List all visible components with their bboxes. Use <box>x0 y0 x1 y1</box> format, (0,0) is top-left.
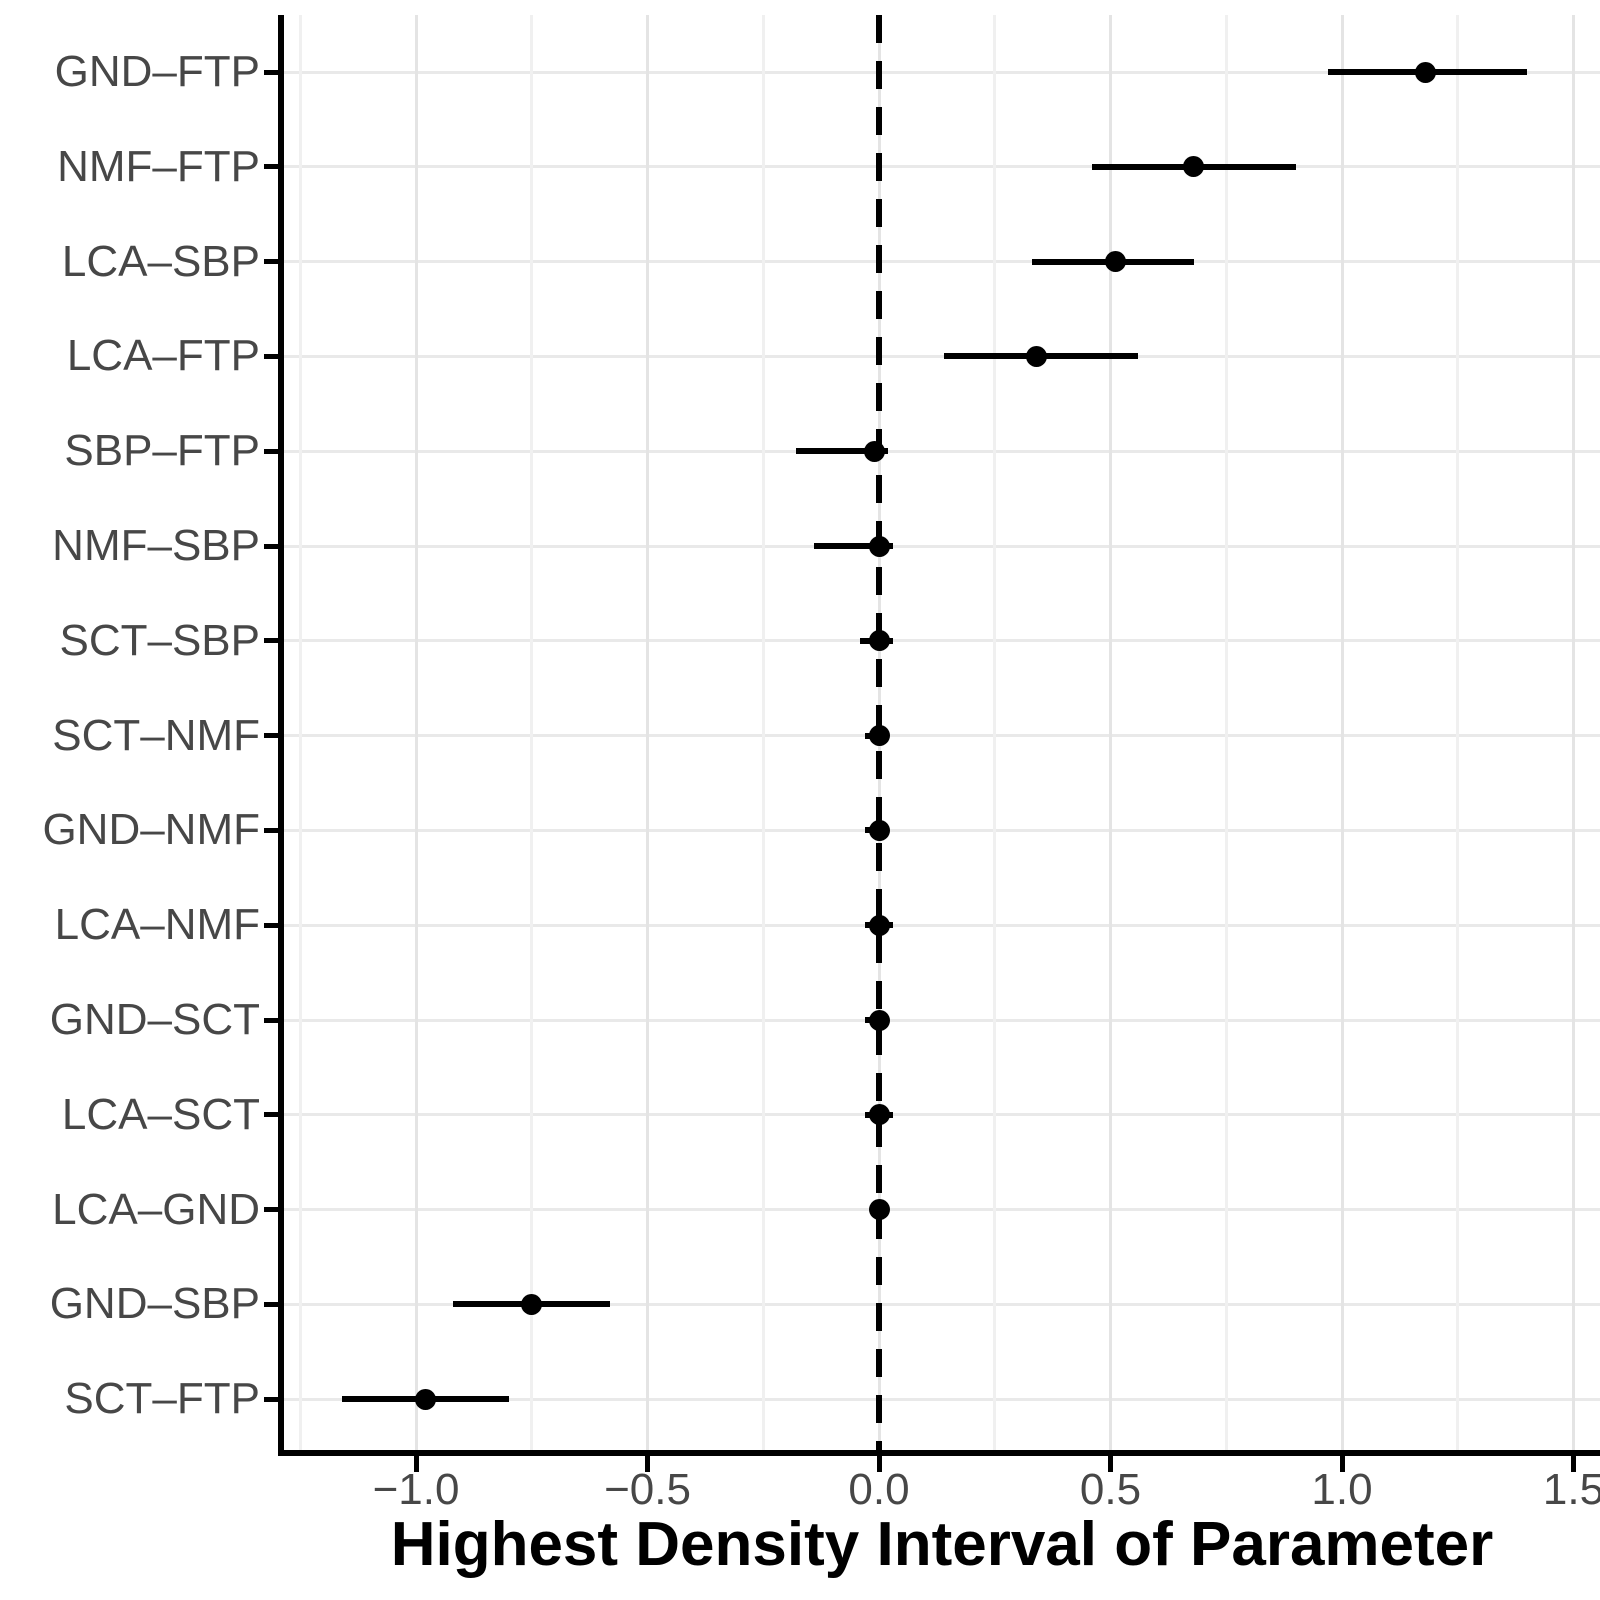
y-tick <box>264 259 280 265</box>
y-axis-line <box>278 15 284 1456</box>
h-gridline <box>284 544 1600 548</box>
x-tick <box>413 1456 419 1472</box>
category-label: GND–SBP <box>49 1279 260 1329</box>
h-gridline <box>284 354 1600 358</box>
y-tick <box>264 448 280 454</box>
category-label: LCA–FTP <box>66 331 260 381</box>
category-label: GND–FTP <box>54 47 260 96</box>
v-gridline-minor <box>761 15 765 1453</box>
y-tick <box>264 1112 280 1118</box>
x-tick-label: 0.0 <box>848 1465 910 1514</box>
x-tick <box>1571 1456 1576 1472</box>
h-gridline <box>284 639 1600 643</box>
point-marker <box>868 1104 890 1126</box>
y-tick <box>264 922 280 928</box>
v-gridline-minor <box>530 15 534 1453</box>
point-marker <box>868 1199 890 1221</box>
point-marker <box>868 819 890 841</box>
point-marker <box>1104 251 1126 273</box>
v-gridline-minor <box>1456 15 1460 1453</box>
category-label: SCT–FTP <box>64 1374 260 1424</box>
y-tick <box>264 1017 280 1023</box>
h-gridline <box>284 1302 1600 1306</box>
h-gridline <box>284 260 1600 264</box>
h-gridline <box>284 165 1600 169</box>
h-gridline <box>284 449 1600 453</box>
v-gridline-minor <box>298 15 302 1453</box>
y-tick <box>264 733 280 739</box>
v-gridline-minor <box>993 15 997 1453</box>
category-label: GND–SCT <box>49 995 260 1044</box>
y-tick <box>264 1301 280 1307</box>
x-tick-label: 1.5 <box>1542 1465 1600 1514</box>
y-tick <box>264 638 280 644</box>
point-marker <box>1414 61 1436 83</box>
category-label: LCA–NMF <box>54 900 260 950</box>
x-tick <box>1108 1456 1113 1472</box>
category-label: GND–NMF <box>42 805 260 855</box>
category-label: NMF–SBP <box>52 521 260 570</box>
category-label: NMF–FTP <box>57 141 260 191</box>
point-marker <box>521 1293 543 1315</box>
x-tick <box>876 1456 882 1472</box>
h-gridline <box>284 1208 1600 1212</box>
x-tick-label: −1.0 <box>372 1465 460 1514</box>
interval-line <box>814 543 893 549</box>
x-tick-label: −0.5 <box>604 1465 691 1514</box>
x-axis-line <box>278 1450 1600 1456</box>
y-tick <box>264 353 280 359</box>
h-gridline <box>284 734 1600 738</box>
v-gridline-minor <box>1224 15 1228 1453</box>
point-marker <box>1025 345 1047 367</box>
category-label: LCA–GND <box>52 1184 260 1234</box>
y-tick <box>264 1207 280 1213</box>
point-marker <box>868 914 890 936</box>
point-marker <box>868 725 890 747</box>
point-marker <box>1183 156 1205 178</box>
v-gridline-major <box>646 15 649 1453</box>
v-gridline-major <box>414 15 418 1453</box>
y-tick <box>264 69 280 75</box>
h-gridline <box>284 1113 1600 1117</box>
y-tick <box>264 164 280 170</box>
x-tick-label: 1.0 <box>1311 1465 1373 1514</box>
h-gridline <box>284 1018 1600 1022</box>
category-label: LCA–SBP <box>61 236 260 286</box>
y-tick <box>264 827 280 833</box>
point-marker <box>868 535 890 557</box>
v-gridline-major <box>1109 15 1112 1453</box>
x-axis-title: Highest Density Interval of Parameter <box>390 1510 1494 1579</box>
category-label: SCT–NMF <box>52 710 260 760</box>
interval-line <box>795 448 889 455</box>
x-tick <box>645 1456 650 1472</box>
point-marker <box>863 440 885 462</box>
point-marker <box>414 1388 436 1410</box>
x-tick-label: 0.5 <box>1079 1465 1142 1514</box>
point-marker <box>868 1009 890 1031</box>
h-gridline <box>284 70 1600 74</box>
category-label: SCT–SBP <box>59 615 260 665</box>
h-gridline <box>284 1397 1600 1401</box>
y-tick <box>264 1396 280 1402</box>
v-gridline-major <box>1572 15 1575 1453</box>
h-gridline <box>284 923 1600 927</box>
point-marker <box>868 630 890 652</box>
y-tick <box>264 543 280 549</box>
h-gridline <box>284 828 1600 832</box>
category-label: LCA–SCT <box>61 1089 260 1139</box>
v-gridline-major <box>1340 15 1344 1453</box>
category-label: SBP–FTP <box>64 426 260 476</box>
x-tick <box>1339 1456 1345 1472</box>
